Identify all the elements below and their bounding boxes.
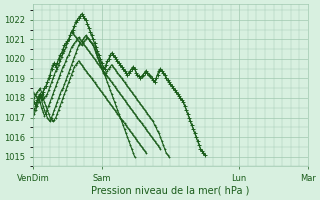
X-axis label: Pression niveau de la mer( hPa ): Pression niveau de la mer( hPa ): [91, 186, 250, 196]
